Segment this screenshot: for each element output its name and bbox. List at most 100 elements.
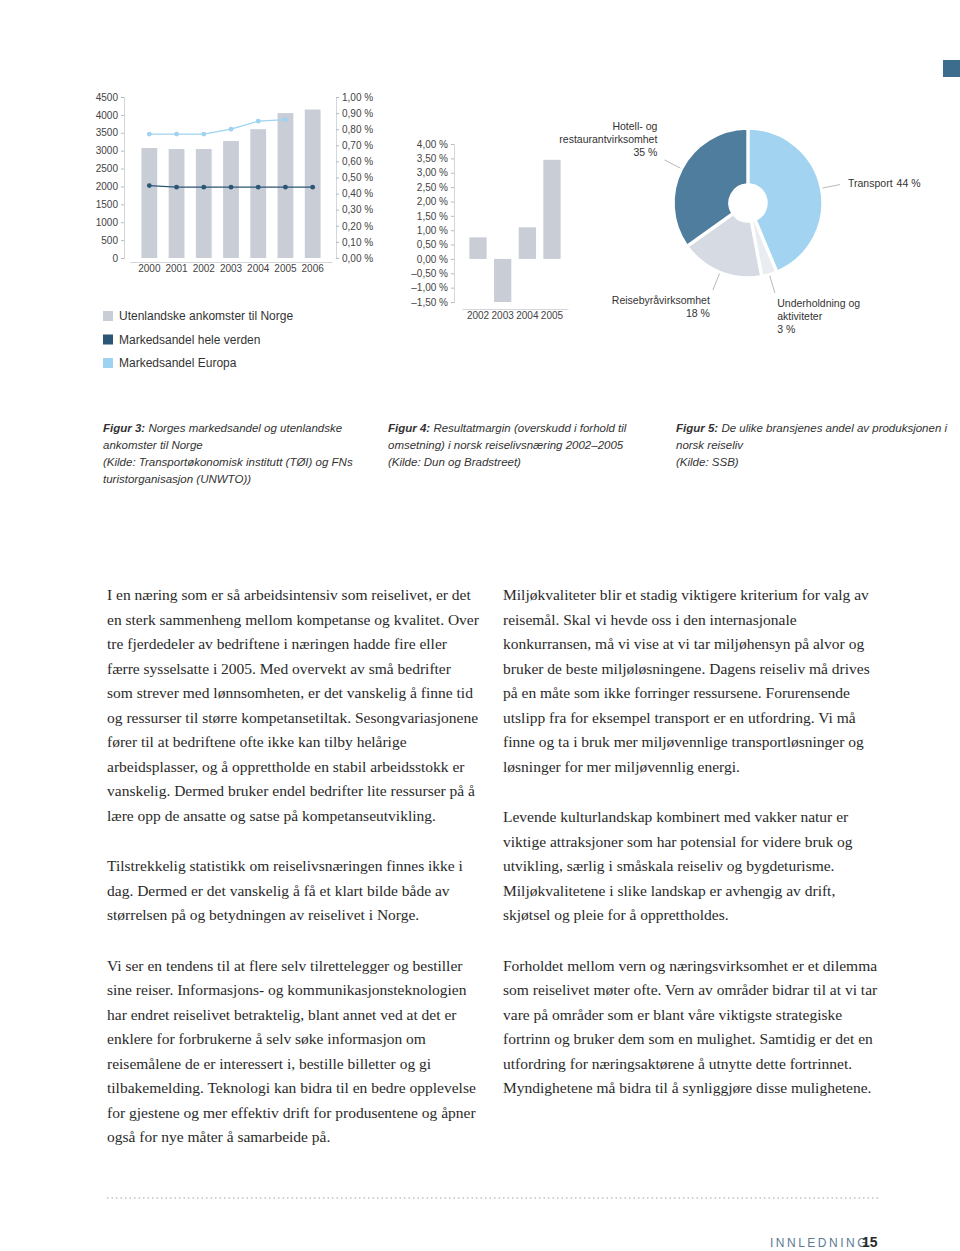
- legend-swatch: [103, 335, 113, 345]
- tick-mark: [336, 129, 339, 130]
- dotted-rule: [107, 1197, 880, 1198]
- category-axis: 2000 2001 2002 2003 2004 2005 2006: [131, 263, 333, 275]
- tick: 0,50 %: [417, 239, 454, 250]
- caption-label: Figur 3:: [103, 422, 145, 434]
- tick: 1500: [96, 199, 124, 210]
- tick: 3,50 %: [417, 153, 454, 164]
- caption-source: (Kilde: Dun og Bradstreet): [388, 454, 660, 471]
- tick-mark: [336, 194, 339, 195]
- tick: 1,00 %: [336, 92, 373, 103]
- tick-mark: [336, 258, 339, 259]
- tick: 2002: [193, 263, 216, 274]
- tick-label: 0,50 %: [342, 172, 373, 183]
- tick: 0,40 %: [336, 188, 373, 199]
- tick-label: 0,00 %: [342, 253, 373, 264]
- legend-item: Markedsandel hele verden: [103, 333, 260, 347]
- tick-mark: [121, 133, 124, 134]
- marker: [229, 127, 234, 132]
- figure-caption: Figur 5: De ulike bransjenes andel av pr…: [676, 420, 948, 471]
- tick-label: 3,50 %: [417, 153, 448, 164]
- tick-mark: [121, 186, 124, 187]
- tick: 1000: [96, 217, 124, 228]
- tick: 2000: [138, 263, 161, 274]
- legend-label: Markedsandel Europa: [119, 356, 237, 370]
- marker: [174, 185, 179, 190]
- tick-mark: [336, 161, 339, 162]
- tick-label: 2,00 %: [417, 196, 448, 207]
- tick-label: 0,20 %: [342, 221, 373, 232]
- tick: 500: [101, 235, 124, 246]
- tick-mark: [336, 226, 339, 227]
- tick: 2003: [220, 263, 243, 274]
- chart: –1,50 %–1,00 %–0,50 %0,00 %0,50 %1,00 %1…: [411, 139, 568, 321]
- tick-label: 0,30 %: [342, 204, 373, 215]
- bar: [278, 113, 294, 258]
- tick-mark: [451, 173, 454, 174]
- tick: 0,50 %: [336, 172, 373, 183]
- text-column: I en næring som er så arbeidsintensiv so…: [107, 583, 479, 1176]
- tick-label: 2006: [302, 263, 325, 274]
- tick-mark: [451, 158, 454, 159]
- paragraph: Miljøkvaliteter blir et stadig viktigere…: [503, 583, 883, 779]
- tick: 0,30 %: [336, 204, 373, 215]
- tick-mark: [121, 97, 124, 98]
- value-axis: 050010001500200025003000350040004500: [96, 92, 125, 264]
- tick-label: 0,60 %: [342, 156, 373, 167]
- tick-mark: [451, 302, 454, 303]
- tick-mark: [121, 204, 124, 205]
- bar: [223, 141, 239, 258]
- bar: [250, 129, 266, 258]
- series-line: [149, 120, 285, 134]
- tick-mark: [451, 230, 454, 231]
- tick: 1,50 %: [417, 211, 454, 222]
- legend-swatch: [103, 311, 113, 321]
- bar: [494, 259, 511, 302]
- leader-line: [770, 276, 775, 293]
- tick: 2005: [274, 263, 297, 274]
- value-axis: 0,00 %0,10 %0,20 %0,30 %0,40 %0,50 %0,60…: [336, 92, 373, 264]
- tick-mark: [451, 245, 454, 246]
- category-label: Underholdning ogaktiviteter: [777, 297, 860, 322]
- legend-item: Markedsandel Europa: [103, 356, 237, 370]
- tick-mark: [451, 288, 454, 289]
- bar: [169, 149, 185, 258]
- marker: [310, 185, 315, 190]
- tick: 4,00 %: [417, 139, 454, 150]
- tick: 0,80 %: [336, 124, 373, 135]
- legend-label: Markedsandel hele verden: [119, 333, 260, 347]
- tick-mark: [451, 187, 454, 188]
- plot-area: [469, 160, 560, 302]
- tick-mark: [451, 216, 454, 217]
- tick-label: 0,70 %: [342, 140, 373, 151]
- tick: 4500: [96, 92, 124, 103]
- legend-swatch: [103, 358, 113, 368]
- tick: 1,00 %: [417, 225, 454, 236]
- legend: Utenlandske ankomster til Norge Markedsan…: [103, 309, 293, 370]
- tick: 0,70 %: [336, 140, 373, 151]
- data-label: 35 %: [633, 146, 657, 158]
- slice: [674, 129, 747, 245]
- tick: 0,00 %: [336, 253, 373, 264]
- tick-label: 4,00 %: [417, 139, 448, 150]
- tick-label: 2,50 %: [417, 182, 448, 193]
- tick: 0,90 %: [336, 108, 373, 119]
- tick-mark: [451, 144, 454, 145]
- tick: 2004: [247, 263, 270, 274]
- tick-label: 1000: [96, 217, 119, 228]
- tick: 2,00 %: [417, 196, 454, 207]
- tick: 0,60 %: [336, 156, 373, 167]
- tick-label: 1,00 %: [342, 92, 373, 103]
- marker: [229, 185, 234, 190]
- legend-item: Utenlandske ankomster til Norge: [103, 309, 293, 323]
- tick: 0: [112, 253, 124, 264]
- data-label: 18 %: [686, 307, 710, 319]
- page: {"chart_data": [ {"type": "bar", "catego…: [0, 0, 960, 1251]
- paragraph: Forholdet mellom vern og næringsvirksomh…: [503, 954, 883, 1101]
- tick: –1,00 %: [411, 282, 454, 293]
- tick-label: 2001: [165, 263, 188, 274]
- data-labels: Transport44 %Underholdning ogaktiviteter…: [559, 120, 920, 334]
- plot-area: [674, 129, 822, 277]
- tick-label: 500: [101, 235, 118, 246]
- tick: 3,00 %: [417, 167, 454, 178]
- figure-caption: Figur 3: Norges markedsandel og utenland…: [103, 420, 375, 488]
